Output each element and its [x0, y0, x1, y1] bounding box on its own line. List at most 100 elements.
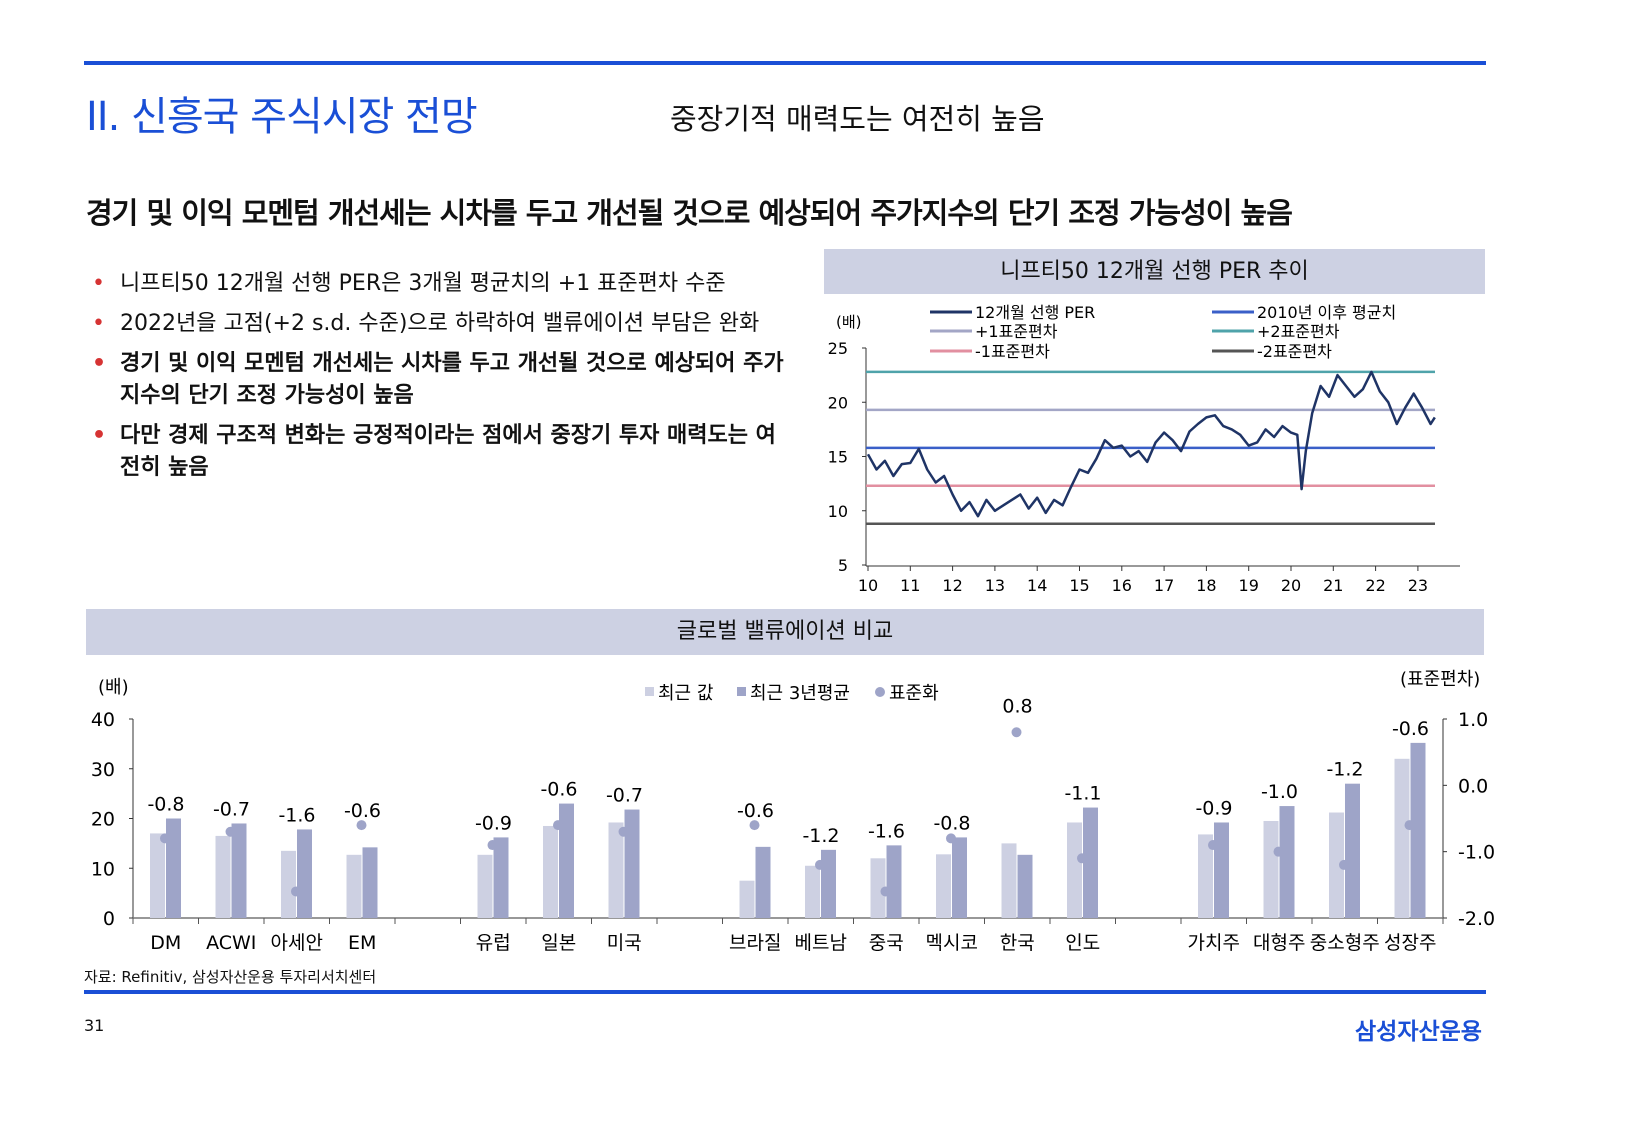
zscore-dot — [160, 833, 170, 844]
x-tick-label: 23 — [1408, 576, 1428, 595]
x-tick-label: 12 — [942, 576, 962, 595]
x-tick-label: 21 — [1323, 576, 1343, 595]
zscore-dot — [1208, 840, 1218, 851]
x-tick-label: 20 — [1281, 576, 1301, 595]
bar-recent — [936, 854, 951, 918]
legend-swatch — [645, 687, 654, 696]
x-tick-label: 16 — [1112, 576, 1132, 595]
zscore-dot — [1077, 853, 1087, 864]
category-label: 멕시코 — [926, 932, 978, 954]
bar-3y-average — [1017, 854, 1033, 918]
x-tick-label: 14 — [1027, 576, 1047, 595]
legend-swatch — [737, 687, 746, 696]
x-tick-label: 18 — [1196, 576, 1216, 595]
category-label: 성장주 — [1384, 932, 1436, 954]
bar-3y-average — [1279, 806, 1295, 918]
zscore-dot — [1404, 820, 1415, 831]
zscore-dot — [880, 886, 891, 897]
zscore-dot — [1273, 846, 1284, 857]
bar-3y-average — [1345, 783, 1360, 918]
bar-recent — [150, 833, 165, 918]
bar-3y-average — [1214, 822, 1229, 918]
bar-recent — [215, 835, 231, 918]
legend-label: 2010년 이후 평균치 — [1257, 303, 1396, 322]
per-chart-title: 니프티50 12개월 선행 PER 추이 — [824, 249, 1485, 294]
category-label: 일본 — [541, 932, 576, 954]
zscore-dot — [815, 859, 825, 870]
legend-label: 최근 값 — [658, 683, 713, 704]
zscore-label: -0.6 — [1392, 718, 1429, 740]
zscore-dot — [291, 886, 301, 897]
x-tick-label: 15 — [1069, 576, 1089, 595]
zscore-label: -1.2 — [802, 825, 839, 847]
zscore-label: -0.9 — [1195, 797, 1232, 819]
bar-recent — [1394, 758, 1410, 918]
top-rule — [84, 61, 1486, 65]
legend-label: -2표준편차 — [1257, 342, 1332, 361]
y-axis-unit: (배) — [836, 313, 862, 331]
x-tick-label: 11 — [900, 576, 920, 595]
bullet-item: 2022년을 고점(+2 s.d. 수준)으로 하락하여 밸류에이션 부담은 완… — [92, 308, 792, 340]
zscore-dot — [749, 820, 760, 831]
y-tick-label: 10 — [828, 502, 848, 521]
legend-label: 표준화 — [889, 683, 939, 704]
y-tick-label: 20 — [91, 809, 115, 831]
x-tick-label: 17 — [1154, 576, 1174, 595]
zscore-label: -1.2 — [1326, 759, 1363, 781]
y-tick-label: 5 — [838, 556, 848, 575]
x-tick-label: 19 — [1239, 576, 1259, 595]
category-label: 중소형주 — [1310, 932, 1380, 954]
zscore-dot — [1011, 727, 1022, 738]
category-label: EM — [348, 932, 376, 954]
per-chart: 5 10 15 20 25 10 11 12 13 14 15 16 17 18 19 20 21 22 23 (배)… — [828, 303, 1460, 595]
category-label: 브라질 — [729, 932, 781, 954]
bar-3y-average — [952, 837, 967, 918]
zscore-label: 0.8 — [1002, 695, 1032, 717]
category-label: 인도 — [1065, 932, 1100, 954]
zscore-label: -0.8 — [147, 794, 184, 816]
y2-tick-label: 1.0 — [1458, 709, 1488, 731]
y-tick-label: 10 — [91, 858, 115, 880]
zscore-dot — [553, 820, 563, 831]
y-axis-unit: (배) — [98, 677, 129, 698]
zscore-label: -0.8 — [933, 812, 970, 834]
legend-label: 최근 3년평균 — [750, 683, 850, 704]
section-title: II. 신흥국 주식시장 전망 — [86, 94, 478, 140]
zscore-label: -1.6 — [278, 804, 315, 826]
bar-recent — [1263, 820, 1279, 918]
headline: 경기 및 이익 모멘텀 개선세는 시차를 두고 개선될 것으로 예상되어 주가지… — [86, 196, 1293, 230]
category-label: 미국 — [607, 932, 642, 954]
zscore-label: -0.7 — [606, 785, 643, 807]
bar-3y-average — [559, 803, 574, 918]
category-label: 대형주 — [1253, 932, 1305, 954]
bar-recent — [1329, 812, 1344, 918]
y-tick-label: 15 — [828, 448, 848, 467]
zscore-label: -0.6 — [540, 779, 577, 801]
bar-recent — [281, 850, 296, 918]
legend-label: +2표준편차 — [1257, 322, 1340, 341]
zscore-label: -0.6 — [737, 800, 774, 822]
zscore-label: -1.1 — [1064, 783, 1101, 805]
bar-recent — [1198, 834, 1213, 918]
y2-tick-label: -1.0 — [1458, 842, 1495, 864]
y2-tick-label: 0.0 — [1458, 775, 1488, 797]
bar-recent — [1001, 843, 1017, 918]
bullet-item: 다만 경제 구조적 변화는 긍정적이라는 점에서 중장기 투자 매력도는 여전히… — [92, 420, 792, 484]
y-tick-label: 30 — [91, 759, 115, 781]
bar-3y-average — [1083, 807, 1098, 918]
bar-recent — [543, 825, 558, 918]
bar-recent — [608, 822, 624, 918]
bar-3y-average — [493, 837, 509, 918]
y-tick-label: 0 — [103, 908, 115, 930]
page-number: 31 — [84, 1016, 105, 1035]
category-label: 유럽 — [476, 932, 511, 954]
y2-tick-label: -2.0 — [1458, 908, 1495, 930]
bar-3y-average — [624, 809, 640, 918]
per-line — [866, 370, 1436, 518]
x-tick-label: 10 — [858, 576, 878, 595]
zscore-label: -1.6 — [868, 820, 905, 842]
zscore-label: -0.7 — [213, 798, 250, 820]
y-tick-label: 25 — [828, 339, 848, 358]
slide-subtitle: 중장기적 매력도는 여전히 높음 — [670, 102, 1045, 136]
